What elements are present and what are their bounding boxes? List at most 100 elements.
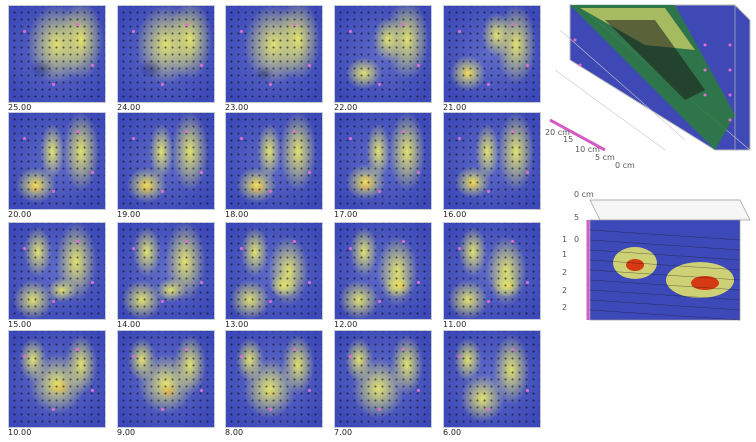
heatmap-image bbox=[225, 330, 323, 428]
frame-time-label: 25.00 bbox=[8, 103, 32, 112]
electrode-marker bbox=[487, 82, 491, 86]
electrode-marker bbox=[52, 82, 56, 86]
arrow-field-overlay bbox=[118, 331, 214, 427]
electrode-marker bbox=[199, 388, 203, 392]
heatmap-image bbox=[8, 5, 106, 103]
cube-top-markers bbox=[573, 38, 732, 122]
electrode-marker bbox=[402, 130, 406, 134]
frame-time-label: 18.00 bbox=[225, 210, 249, 219]
frame-time-label: 24.00 bbox=[117, 103, 141, 112]
cube-top-axis-label: 20 cm bbox=[545, 128, 570, 137]
heatmap-image bbox=[8, 330, 106, 428]
cube-bottom-axis-label: 2 bbox=[562, 268, 567, 277]
cube-top-axis-label: 10 cm bbox=[575, 145, 600, 154]
frame-time-label: 15.00 bbox=[8, 320, 32, 329]
cube-bottom-fibers bbox=[589, 229, 741, 321]
arrow-field-overlay bbox=[335, 331, 431, 427]
arrow-field-overlay bbox=[9, 6, 105, 102]
frame-time-label: 14.00 bbox=[117, 320, 141, 329]
heatmap-image bbox=[8, 112, 106, 210]
electrode-marker bbox=[511, 348, 515, 352]
frame-time-label: 23.00 bbox=[225, 103, 249, 112]
frame-time-label: 7.00 bbox=[334, 428, 353, 437]
heatmap-image bbox=[225, 222, 323, 320]
cube-3d-bottom: 0 cm 5 1 0 1 2 2 2 bbox=[560, 185, 756, 330]
electrode-marker bbox=[349, 355, 353, 358]
frame-time-label: 12.00 bbox=[334, 320, 358, 329]
electrode-marker bbox=[525, 388, 529, 392]
arrow-field-overlay bbox=[335, 113, 431, 209]
electrode-marker bbox=[90, 170, 94, 174]
arrow-field-overlay bbox=[118, 6, 214, 102]
electrode-marker bbox=[23, 30, 27, 33]
electrode-marker bbox=[378, 189, 382, 193]
cube-bottom-axis-label: 1 bbox=[562, 235, 567, 244]
electrode-marker bbox=[402, 348, 406, 352]
electrode-marker bbox=[52, 299, 56, 303]
electrode-marker bbox=[525, 63, 529, 67]
frame-time-label: 22.00 bbox=[334, 103, 358, 112]
heatmap-image bbox=[225, 112, 323, 210]
electrode-marker bbox=[458, 355, 462, 358]
arrow-field-overlay bbox=[118, 113, 214, 209]
heatmap-image bbox=[443, 112, 541, 210]
heatmap-image bbox=[443, 222, 541, 320]
cube-top-svg: 20 cm 15 10 cm 5 cm 0 cm bbox=[545, 4, 751, 170]
electrode-marker bbox=[293, 348, 297, 352]
frame-time-label: 17.00 bbox=[334, 210, 358, 219]
arrow-field-overlay bbox=[226, 6, 322, 102]
arrow-field-overlay bbox=[335, 223, 431, 319]
frame-time-label: 10.00 bbox=[8, 428, 32, 437]
electrode-marker bbox=[269, 407, 273, 411]
electrode-marker bbox=[269, 299, 273, 303]
arrow-field-overlay bbox=[444, 223, 540, 319]
electrode-marker bbox=[240, 355, 244, 358]
frame-time-label: 9.00 bbox=[117, 428, 136, 437]
electrode-marker bbox=[458, 137, 462, 140]
heatmap-image bbox=[334, 5, 432, 103]
frame-time-label: 16.00 bbox=[443, 210, 467, 219]
electrode-marker bbox=[416, 280, 420, 284]
arrow-field-overlay bbox=[444, 331, 540, 427]
electrode-marker bbox=[307, 388, 311, 392]
frame-time-label: 13.00 bbox=[225, 320, 249, 329]
heatmap-image bbox=[334, 112, 432, 210]
arrow-field-overlay bbox=[9, 113, 105, 209]
electrode-marker bbox=[185, 348, 189, 352]
electrode-marker bbox=[349, 247, 353, 250]
electrode-marker bbox=[132, 355, 136, 358]
electrode-marker bbox=[307, 170, 311, 174]
electrode-marker bbox=[185, 130, 189, 134]
electrode-marker bbox=[240, 137, 244, 140]
frame-time-label: 6.00 bbox=[443, 428, 462, 437]
heatmap-image bbox=[443, 5, 541, 103]
cube-bottom-axis-label: 5 bbox=[574, 213, 579, 222]
electrode-marker bbox=[293, 23, 297, 27]
electrode-marker bbox=[23, 137, 27, 140]
electrode-marker bbox=[185, 240, 189, 244]
cube-bottom-axis-label: 1 bbox=[562, 250, 567, 259]
heatmap-image bbox=[117, 222, 215, 320]
electrode-marker bbox=[23, 355, 27, 358]
frame-time-label: 21.00 bbox=[443, 103, 467, 112]
electrode-marker bbox=[76, 130, 80, 134]
cube-bottom-axis-label: 0 bbox=[574, 235, 579, 244]
heatmap-image bbox=[443, 330, 541, 428]
electrode-marker bbox=[378, 299, 382, 303]
arrow-field-overlay bbox=[444, 113, 540, 209]
heatmap-image bbox=[117, 5, 215, 103]
electrode-marker bbox=[52, 189, 56, 193]
electrode-marker bbox=[525, 170, 529, 174]
electrode-marker bbox=[511, 130, 515, 134]
electrode-marker bbox=[511, 23, 515, 27]
frame-time-label: 11.00 bbox=[443, 320, 467, 329]
electrode-marker bbox=[76, 240, 80, 244]
electrode-marker bbox=[90, 280, 94, 284]
arrow-field-overlay bbox=[226, 223, 322, 319]
electrode-marker bbox=[307, 63, 311, 67]
cube-bottom-axis-label: 2 bbox=[562, 303, 567, 312]
electrode-marker bbox=[349, 137, 353, 140]
arrow-field-overlay bbox=[9, 223, 105, 319]
cube-bottom-svg: 0 cm 5 1 0 1 2 2 2 bbox=[562, 190, 751, 321]
electrode-marker bbox=[416, 63, 420, 67]
